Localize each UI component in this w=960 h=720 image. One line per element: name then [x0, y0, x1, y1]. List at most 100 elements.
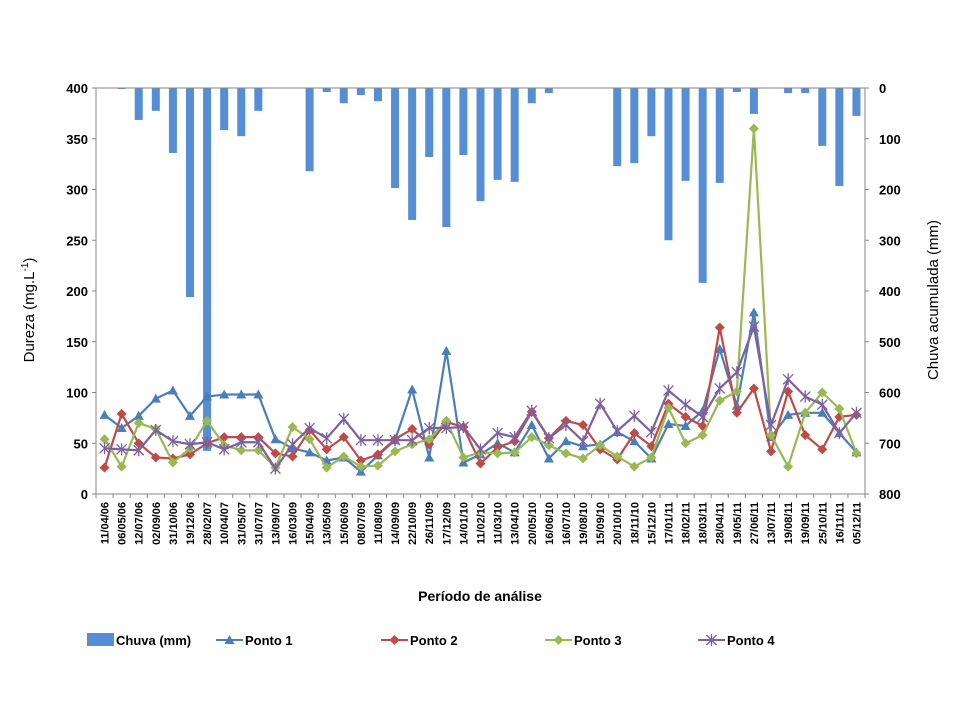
x-tick-label: 11/08/09 — [373, 502, 385, 544]
y-tick-label: 50 — [74, 436, 88, 451]
rain-bar — [510, 88, 519, 182]
rain-bar — [630, 88, 639, 164]
rain-bar — [732, 88, 741, 93]
data-point — [475, 443, 486, 456]
data-point — [509, 431, 521, 444]
x-tick-label: 19/05/11 — [732, 502, 744, 544]
y2-tick-label: 700 — [879, 436, 901, 451]
rain-bar — [322, 88, 331, 93]
legend-item-ponto-3: Ponto 3 — [545, 633, 622, 648]
rain-bar — [818, 88, 827, 146]
data-point — [184, 438, 196, 451]
rain-bar — [715, 88, 724, 183]
rain-bar — [784, 88, 793, 94]
rain-bar — [442, 88, 451, 228]
data-point — [390, 446, 401, 457]
y2-tick-label: 100 — [879, 132, 901, 147]
y-tick-label: 250 — [66, 233, 88, 248]
data-point — [817, 444, 828, 455]
data-point — [355, 455, 366, 466]
x-tick-label: 15/12/10 — [646, 502, 658, 545]
data-point — [783, 461, 794, 472]
x-tick-label: 27/06/11 — [749, 502, 761, 544]
data-point — [817, 387, 828, 398]
data-point — [457, 421, 469, 434]
rain-bar — [356, 88, 365, 96]
data-point — [833, 427, 845, 440]
data-point — [714, 395, 725, 406]
data-point — [492, 427, 504, 440]
x-tick-label: 18/11/10 — [629, 502, 641, 544]
rain-bar — [339, 88, 348, 104]
x-tick-label: 20/05/10 — [527, 502, 539, 545]
x-tick-label: 02/09/06 — [151, 502, 163, 545]
legend-marker — [553, 635, 564, 645]
y-tick-label: 300 — [66, 183, 88, 198]
data-point — [389, 434, 401, 447]
data-point — [543, 432, 555, 445]
y-tick-label: 100 — [66, 386, 88, 401]
data-point — [714, 382, 726, 395]
data-point — [406, 434, 418, 447]
rain-bar — [117, 88, 126, 90]
data-point — [321, 462, 332, 473]
rain-bar — [237, 88, 246, 137]
rain-bar — [134, 88, 143, 120]
data-point — [236, 445, 247, 456]
data-point — [663, 384, 674, 397]
data-point — [338, 412, 350, 425]
data-point — [133, 444, 145, 457]
data-point — [783, 409, 794, 419]
rain-bar — [425, 88, 434, 158]
data-point — [269, 462, 281, 475]
y2-tick-label: 300 — [879, 233, 901, 248]
rain-bar — [373, 88, 382, 102]
data-point — [578, 419, 589, 430]
x-tick-label: 11/04/06 — [100, 502, 112, 544]
data-point — [629, 436, 640, 446]
legend: Chuva (mm) Ponto 1 Ponto 2 Ponto 3 Ponto 4 — [87, 633, 775, 648]
x-tick-label: 17/01/11 — [663, 502, 675, 544]
y2-tick-label: 800 — [879, 487, 901, 502]
data-point — [99, 442, 111, 455]
data-point — [560, 436, 571, 446]
x-tick-label: 13/07/11 — [766, 502, 778, 544]
data-point — [560, 418, 572, 431]
data-point — [440, 422, 452, 435]
x-tick-label: 19/12/06 — [185, 502, 197, 545]
data-point — [697, 410, 709, 423]
legend-item-chuva: Chuva (mm) — [87, 633, 191, 648]
rain-bars — [117, 88, 861, 451]
x-tick-label: 08/07/09 — [356, 502, 368, 545]
x-tick-label: 16/06/10 — [544, 502, 556, 545]
legend-label: Ponto 4 — [727, 633, 775, 648]
data-point — [611, 425, 623, 438]
y2-tick-label: 200 — [879, 183, 901, 198]
rain-bar — [493, 88, 502, 180]
x-tick-label: 19/08/11 — [783, 502, 795, 544]
data-point — [526, 404, 538, 417]
data-point — [714, 322, 725, 333]
data-point — [629, 461, 640, 472]
data-point — [202, 391, 213, 401]
legend-swatch — [87, 633, 114, 646]
data-point — [748, 320, 760, 333]
data-point — [526, 419, 537, 429]
data-point — [509, 447, 520, 458]
right-y-ticks: 0 100 200 300 400 500 600 700 800 — [865, 81, 901, 502]
x-tick-label: 28/04/11 — [715, 502, 727, 544]
x-tick-label: 11/03/10 — [493, 502, 505, 544]
data-point — [645, 426, 657, 439]
data-point — [731, 407, 742, 418]
y2-tick-label: 400 — [879, 284, 901, 299]
rain-bar — [544, 88, 553, 94]
data-point — [167, 435, 179, 448]
data-point — [270, 434, 281, 444]
legend-item-ponto-4: Ponto 4 — [698, 633, 775, 648]
data-point — [577, 435, 589, 448]
data-point — [202, 415, 213, 426]
data-point — [218, 443, 230, 456]
rain-bar — [203, 88, 212, 451]
x-tick-label: 13/09/07 — [270, 502, 282, 545]
data-point — [270, 448, 281, 459]
